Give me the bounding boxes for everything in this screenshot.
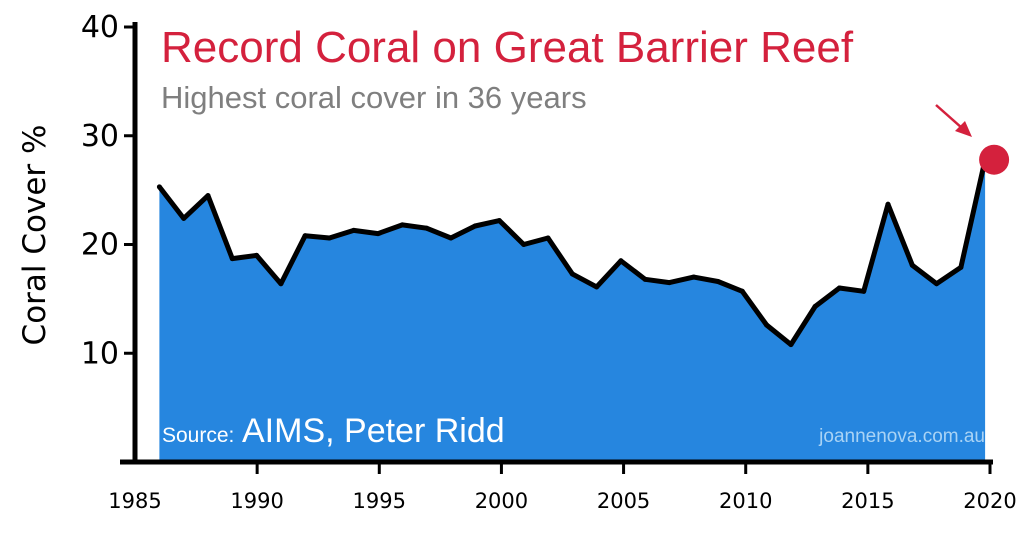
- data-point-1998: [448, 235, 454, 241]
- data-point-2008: [691, 274, 697, 280]
- watermark: joannenova.com.au: [818, 426, 985, 447]
- data-point-1989: [229, 256, 235, 262]
- data-point-2000: [496, 218, 502, 224]
- data-point-1995: [375, 231, 381, 237]
- highlight-arrow: [935, 104, 963, 129]
- coral-cover-area: [159, 159, 986, 462]
- chart-title: Record Coral on Great Barrier Reef: [161, 23, 854, 72]
- data-point-2004: [594, 284, 600, 290]
- data-point-2017: [909, 262, 915, 268]
- data-point-2016: [885, 201, 891, 207]
- data-point-1996: [399, 222, 405, 228]
- data-point-2005: [618, 258, 624, 264]
- data-point-1997: [424, 225, 430, 231]
- data-point-2003: [569, 271, 575, 277]
- chart-subtitle: Highest coral cover in 36 years: [161, 80, 587, 115]
- x-tick-label-1995: 1995: [353, 489, 406, 513]
- data-point-2015: [861, 288, 867, 294]
- record-highlight: [935, 104, 1010, 175]
- data-point-1991: [278, 281, 284, 287]
- data-point-2018: [934, 281, 940, 287]
- data-point-2007: [666, 280, 672, 286]
- y-tick-label-30: 30: [81, 119, 119, 154]
- y-tick-label-20: 20: [81, 228, 119, 263]
- x-tick-label-1990: 1990: [230, 489, 283, 513]
- data-point-2002: [545, 235, 551, 241]
- data-point-1994: [351, 227, 357, 233]
- data-point-2010: [739, 288, 745, 294]
- data-point-1987: [181, 215, 187, 221]
- x-tick-label-2005: 2005: [597, 489, 650, 513]
- data-point-2001: [521, 242, 527, 247]
- data-point-1990: [254, 252, 260, 258]
- data-point-1999: [472, 223, 478, 229]
- y-ticks: 10 20 30 40: [81, 10, 135, 371]
- data-point-2009: [715, 279, 721, 284]
- y-tick-label-10: 10: [81, 336, 119, 371]
- data-point-2012: [788, 342, 794, 348]
- source-prefix: Source:: [162, 424, 234, 447]
- x-tick-label-2000: 2000: [475, 489, 528, 513]
- x-ticks: 1985 1990 1995 2000 2005 2010 2015 2020: [108, 462, 1017, 513]
- record-marker: [979, 144, 1010, 175]
- data-point-2006: [642, 276, 648, 282]
- data-point-1988: [205, 193, 211, 199]
- x-tick-label-2020: 2020: [963, 489, 1016, 513]
- data-point-2011: [764, 322, 770, 328]
- highlight-arrow-head: [955, 121, 972, 137]
- data-point-1992: [302, 233, 308, 239]
- data-point-1993: [326, 235, 332, 241]
- x-tick-label-2015: 2015: [841, 489, 894, 513]
- source-name: AIMS, Peter Ridd: [242, 412, 505, 450]
- x-tick-label-2010: 2010: [719, 489, 772, 513]
- y-tick-label-40: 40: [81, 10, 119, 45]
- data-point-1986: [156, 184, 162, 190]
- x-tick-label-1985: 1985: [108, 489, 161, 513]
- data-point-2014: [836, 285, 842, 291]
- data-point-2019: [958, 264, 964, 270]
- data-point-2013: [812, 304, 818, 309]
- y-axis-label: Coral Cover %: [17, 125, 53, 346]
